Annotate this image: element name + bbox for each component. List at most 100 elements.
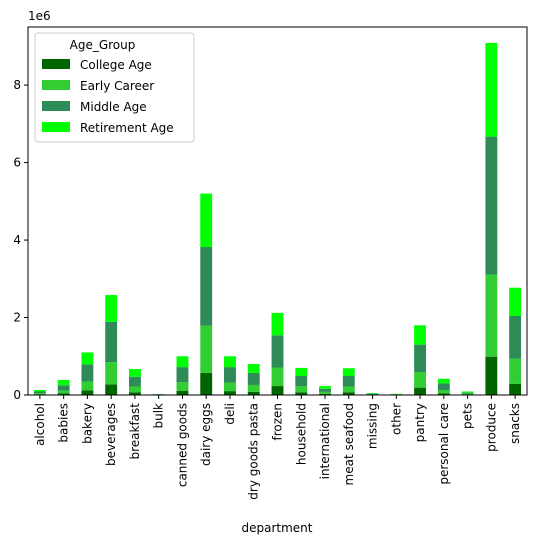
x-tick-label: snacks (508, 403, 522, 444)
bar-frozen-series-2 (271, 335, 284, 368)
bar-meat-seafood-series-0 (342, 392, 355, 395)
legend-box (34, 32, 195, 143)
y-tick-label: 2 (13, 311, 21, 325)
bar-international-series-0 (319, 393, 331, 395)
x-tick-label: produce (484, 403, 498, 452)
x-tick-label: beverages (104, 403, 118, 466)
bar-personal-care-series-2 (437, 383, 450, 390)
x-tick-label: frozen (271, 403, 285, 441)
bar-produce-series-2 (485, 136, 498, 275)
legend-swatch (42, 80, 70, 90)
bar-produce-series-3 (485, 42, 498, 137)
bar-personal-care-series-1 (437, 389, 450, 394)
bar-beverages-series-3 (105, 295, 118, 322)
bar-international-series-1 (319, 391, 331, 394)
bar-pantry-series-2 (414, 344, 427, 373)
bar-snacks-series-0 (509, 383, 522, 395)
bar-bakery-series-0 (81, 390, 94, 395)
bar-meat-seafood-series-1 (342, 386, 355, 393)
bar-household-series-2 (295, 376, 308, 387)
x-tick-label: breakfast (128, 403, 142, 460)
x-tick-label: pets (461, 403, 475, 429)
bar-alcohol-series-3 (33, 389, 46, 392)
legend-entry-label: Middle Age (80, 100, 147, 114)
legend-swatch (42, 59, 70, 69)
y-axis-scale-label: 1e6 (28, 9, 51, 23)
bar-missing-series-3 (366, 393, 379, 394)
bar-dry-goods-pasta-series-3 (247, 364, 260, 373)
x-tick-label: alcohol (33, 403, 47, 446)
bar-deli-series-1 (224, 382, 236, 392)
bar-babies-series-2 (57, 385, 70, 391)
x-tick-label: deli (223, 403, 237, 425)
y-tick-label: 0 (13, 388, 21, 402)
bar-meat-seafood-series-2 (342, 376, 355, 387)
bar-deli-series-0 (224, 391, 236, 395)
axes-layer: 0 2 4 6 8 alcohol babies bakery beverages breakfa… (13, 26, 528, 500)
bar-breakfast-series-3 (128, 369, 141, 377)
bar-alcohol-series-1 (33, 393, 46, 395)
bar-snacks-series-2 (509, 315, 522, 359)
bar-missing-series-2 (366, 393, 379, 395)
y-tick-label: 4 (13, 233, 21, 247)
x-tick-label: household (294, 403, 308, 465)
bar-dry-goods-pasta-series-1 (247, 384, 260, 392)
legend-entry-label: College Age (80, 58, 152, 72)
bar-frozen-series-0 (271, 386, 284, 395)
bar-deli-series-3 (224, 356, 236, 368)
x-tick-label: missing (366, 403, 380, 449)
x-tick-label: meat seafood (342, 403, 356, 485)
bar-international-series-3 (319, 386, 331, 389)
bar-dairy-eggs-series-1 (200, 325, 213, 373)
bar-canned-goods-series-0 (176, 390, 189, 395)
x-tick-label: babies (57, 403, 71, 443)
bar-produce-series-1 (485, 274, 498, 357)
bar-beverages-series-0 (105, 384, 118, 395)
bar-bakery-series-1 (81, 381, 94, 391)
bar-beverages-series-2 (105, 321, 118, 363)
bar-canned-goods-series-2 (176, 367, 189, 383)
bar-snacks-series-1 (509, 358, 522, 384)
x-tick-label: personal care (437, 403, 451, 485)
bar-babies-series-0 (57, 393, 70, 395)
legend-title: Age_Group (70, 38, 136, 52)
bar-deli-series-2 (224, 367, 236, 383)
legend-entry-label: Early Career (80, 79, 154, 93)
bar-beverages-series-1 (105, 362, 118, 385)
x-tick-label: pantry (413, 403, 427, 442)
bar-pantry-series-0 (414, 387, 427, 395)
bar-meat-seafood-series-3 (342, 368, 355, 377)
bar-breakfast-series-2 (128, 376, 141, 387)
x-tick-label: canned goods (175, 403, 189, 487)
bar-dairy-eggs-series-0 (200, 372, 213, 395)
legend-swatch (42, 101, 70, 111)
x-tick-label: other (389, 403, 403, 435)
bar-dairy-eggs-series-3 (200, 193, 213, 248)
bar-frozen-series-3 (271, 312, 284, 336)
bar-household-series-1 (295, 386, 308, 393)
bar-international-series-2 (319, 388, 331, 392)
bar-personal-care-series-3 (437, 378, 450, 384)
x-tick-label: dairy eggs (199, 403, 213, 466)
bar-bakery-series-3 (81, 352, 94, 365)
bar-dry-goods-pasta-series-0 (247, 391, 260, 395)
bar-produce-series-0 (485, 356, 498, 395)
x-tick-label: international (318, 403, 332, 479)
bar-frozen-series-1 (271, 367, 284, 387)
legend: Age_Group College Age Early Career Middle A… (34, 32, 195, 143)
bars-layer (33, 42, 522, 395)
legend-swatch (42, 122, 70, 132)
bar-breakfast-series-0 (128, 392, 141, 395)
bar-pets-series-1 (461, 393, 474, 395)
bar-babies-series-1 (57, 390, 70, 394)
x-tick-label: dry goods pasta (247, 403, 261, 500)
bar-snacks-series-3 (509, 287, 522, 316)
bar-pets-series-3 (461, 391, 474, 393)
y-tick-label: 6 (13, 156, 21, 170)
bar-personal-care-series-0 (437, 393, 450, 395)
bar-household-series-3 (295, 367, 308, 377)
bar-pantry-series-1 (414, 372, 427, 388)
x-tick-label: bulk (152, 403, 166, 429)
bar-dry-goods-pasta-series-2 (247, 372, 260, 385)
